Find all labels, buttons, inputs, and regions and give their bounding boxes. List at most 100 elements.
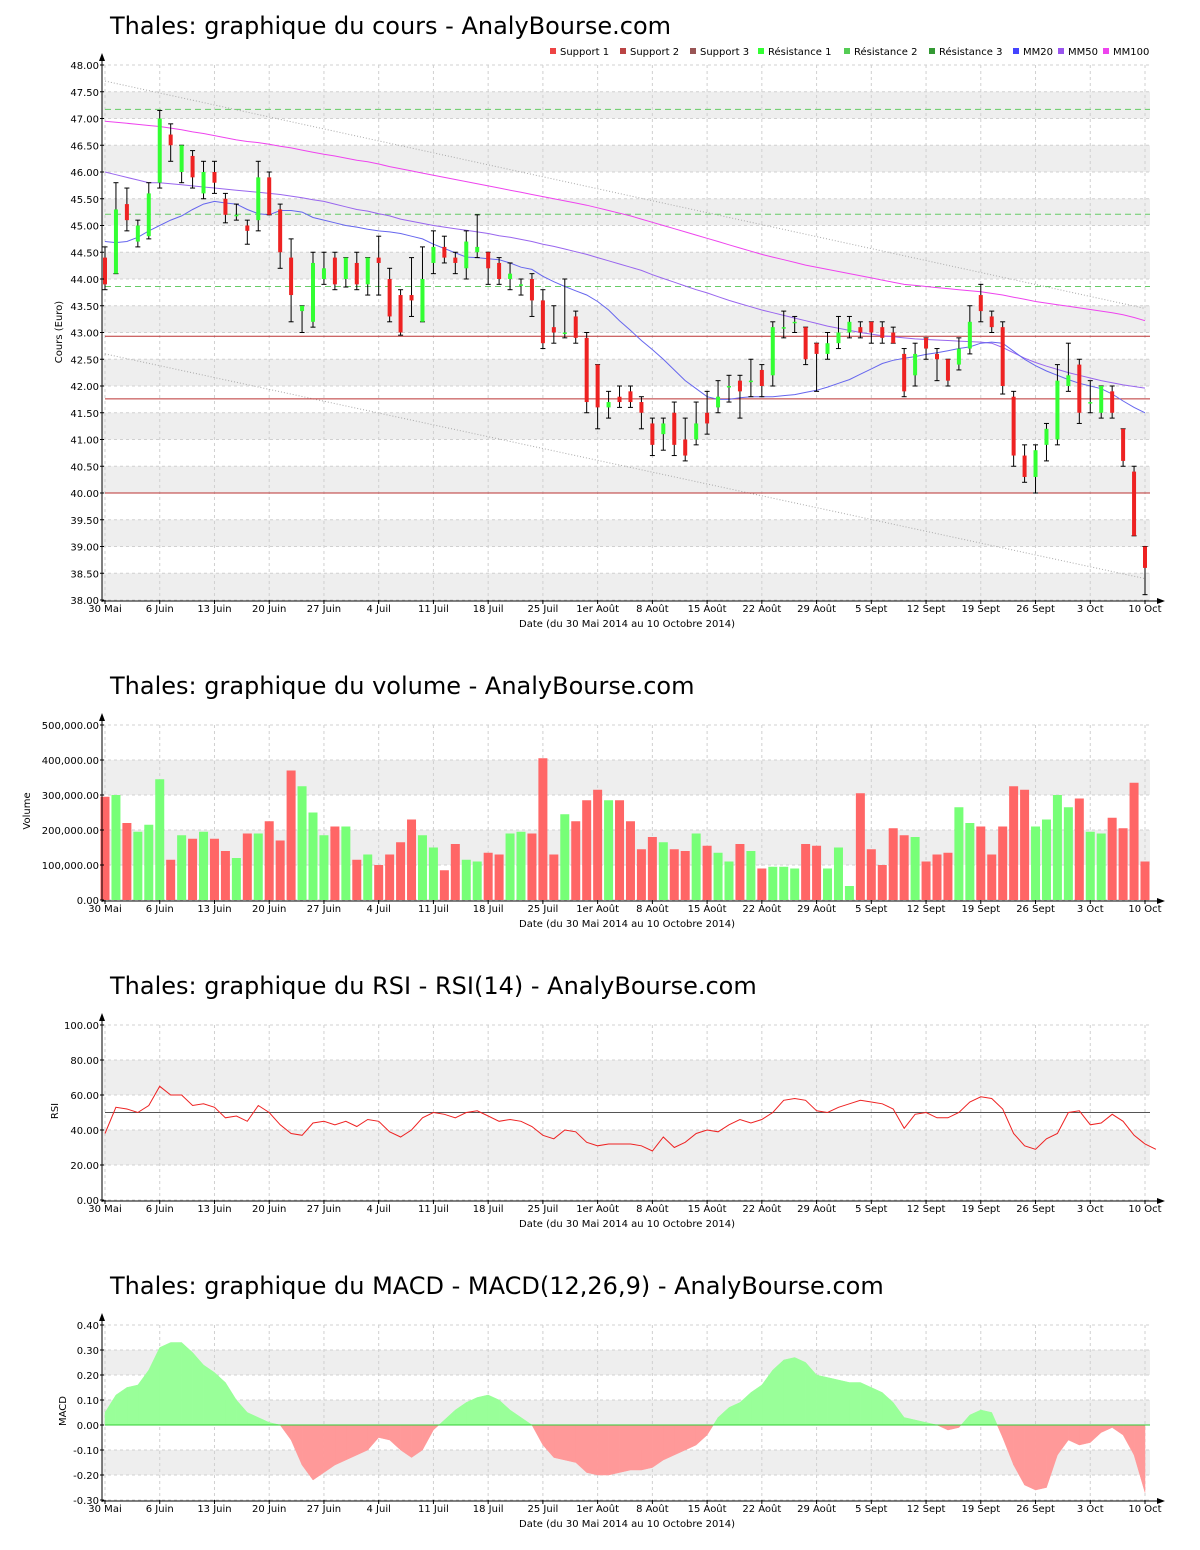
- candle-body: [617, 396, 622, 403]
- volume-bar: [352, 859, 362, 900]
- candle-body: [748, 380, 753, 383]
- volume-bar: [308, 812, 318, 900]
- vol-xtick-label: 27 Juin: [307, 904, 341, 915]
- macd-area-segment: [115, 1387, 128, 1426]
- candle-body: [573, 316, 578, 338]
- candle-body: [814, 343, 819, 354]
- macd-area-segment: [1035, 1424, 1047, 1491]
- candle-body: [978, 295, 983, 312]
- vol-ytick-label: 400,000.00: [42, 756, 99, 767]
- volume-bar: [297, 786, 307, 900]
- price-xtick-label: 29 Août: [797, 603, 836, 615]
- volume-bar: [877, 865, 887, 900]
- vol-xtick-label: 3 Oct: [1077, 904, 1104, 915]
- candle-body: [737, 380, 742, 392]
- macd-xtick-label: 6 Juin: [146, 1504, 174, 1515]
- macd-area-segment: [356, 1424, 368, 1456]
- candle-body: [442, 246, 447, 258]
- candle-body: [475, 246, 480, 253]
- candle-body: [595, 364, 600, 408]
- volume-bar: [625, 821, 635, 900]
- legend-mm50-swatch: [1058, 48, 1064, 54]
- rsi-xtick-label: 25 Juil: [528, 1204, 559, 1215]
- vol-ytick-label: 0.00: [77, 896, 99, 907]
- macd-ytick-label: -0.10: [73, 1446, 99, 1457]
- macd-xtick-label: 19 Sept: [961, 1504, 1000, 1515]
- macd-area-segment: [860, 1382, 872, 1426]
- rsi-line: [104, 1085, 1157, 1152]
- macd-area-segment: [695, 1424, 708, 1446]
- macd-area-segment: [663, 1424, 675, 1461]
- candle-body: [201, 172, 206, 194]
- volume-bar: [133, 831, 143, 900]
- macd-area-segment: [1046, 1424, 1058, 1488]
- price-chart: Thales: graphique du cours - AnalyBourse…: [54, 12, 1165, 630]
- candle-body: [935, 353, 939, 360]
- rsi-xtick-label: 18 Juil: [473, 1204, 504, 1215]
- price-xtick-label: 4 Juil: [366, 604, 390, 615]
- volume-bar: [669, 849, 679, 900]
- volume-bar: [735, 844, 745, 900]
- price-xtick-label: 13 Juin: [197, 604, 231, 615]
- macd-area-segment: [378, 1424, 390, 1441]
- volume-bar: [932, 854, 942, 900]
- volume-bar: [1129, 782, 1139, 900]
- price-xtick-label: 12 Sept: [907, 604, 946, 615]
- candle-body: [606, 402, 611, 408]
- rsi-xtick-label: 27 Juin: [307, 1204, 341, 1215]
- vol-y-axis-arrow: [99, 713, 105, 721]
- macd-xtick-label: 3 Oct: [1077, 1504, 1104, 1515]
- macd-y-axis-label: MACD: [58, 1396, 69, 1426]
- macd-xtick-label: 10 Oct: [1128, 1504, 1161, 1515]
- macd-area-segment: [936, 1424, 949, 1431]
- volume-bar: [866, 849, 876, 900]
- price-xtick-label: 18 Juil: [473, 604, 504, 615]
- volume-bar: [275, 840, 285, 900]
- volume-bar: [702, 845, 712, 900]
- volume-bar: [943, 852, 953, 900]
- macd-area-segment: [126, 1384, 139, 1426]
- candle-body: [836, 332, 841, 344]
- candle-body: [967, 321, 972, 349]
- candle-body: [387, 279, 392, 317]
- volume-bar: [538, 758, 548, 900]
- macd-xtick-label: 27 Juin: [307, 1504, 341, 1515]
- volume-bar: [757, 868, 767, 900]
- volume-bar: [253, 833, 263, 900]
- candle-body: [1121, 428, 1126, 461]
- macd-area-segment: [137, 1369, 150, 1426]
- macd-area-segment: [312, 1424, 325, 1481]
- candle-body: [694, 423, 699, 440]
- candle-body: [1055, 380, 1060, 440]
- candle-body: [267, 177, 272, 215]
- macd-area-segment: [816, 1374, 828, 1426]
- candle-body: [661, 423, 666, 435]
- candle-body: [1077, 364, 1082, 413]
- vol-xtick-label: 1er Août: [576, 903, 619, 915]
- legend-mm100: MM100: [1113, 47, 1149, 58]
- volume-bar: [987, 854, 997, 900]
- volume-bar: [1085, 831, 1095, 900]
- candle-body: [343, 257, 348, 279]
- candle-body: [1099, 386, 1104, 413]
- candle-body: [551, 327, 556, 333]
- macd-xtick-label: 22 Août: [742, 1503, 781, 1515]
- macd-area-segment: [564, 1424, 576, 1463]
- volume-bar: [1031, 826, 1041, 900]
- macd-area-segment: [323, 1424, 336, 1473]
- price-band: [102, 466, 1150, 493]
- candle-body: [672, 412, 677, 445]
- candle-body: [781, 327, 786, 329]
- rsi-xtick-label: 22 Août: [742, 1203, 781, 1215]
- price-ytick-label: 45.00: [70, 222, 99, 233]
- volume-bar: [199, 831, 209, 900]
- price-ytick-label: 39.00: [70, 543, 99, 554]
- macd-ytick-label: 0.20: [77, 1371, 99, 1382]
- macd-area-segment: [794, 1357, 806, 1426]
- rsi-xtick-label: 4 Juil: [366, 1204, 390, 1215]
- macd-xtick-label: 15 Août: [688, 1503, 727, 1515]
- price-xtick-label: 8 Août: [636, 603, 669, 615]
- candle-body: [431, 246, 436, 263]
- legend-mm20: MM20: [1023, 47, 1053, 58]
